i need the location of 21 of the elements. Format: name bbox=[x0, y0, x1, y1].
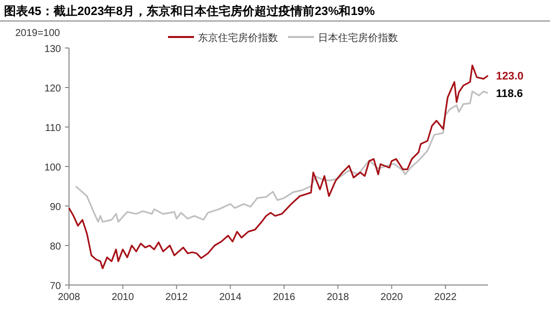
x-tick-label: 2010 bbox=[112, 292, 134, 303]
y-tick-label: 100 bbox=[44, 162, 62, 174]
y-tick-label: 80 bbox=[50, 242, 62, 252]
legend-label: 东京住宅房价指数 bbox=[198, 32, 278, 44]
y-tick-label: 110 bbox=[45, 123, 62, 134]
x-tick-label: 2022 bbox=[434, 292, 457, 303]
x-tick-label: 2020 bbox=[380, 292, 404, 303]
y-axis-title: 2019=100 bbox=[15, 28, 60, 39]
y-tick-label: 70 bbox=[50, 281, 62, 292]
x-tick-label: 2016 bbox=[272, 292, 296, 303]
legend-label: 日本住宅房价指数 bbox=[318, 32, 398, 44]
y-tick-label: 120 bbox=[44, 84, 62, 94]
x-tick-label: 2012 bbox=[165, 292, 188, 303]
x-tick-label: 2018 bbox=[326, 292, 350, 303]
y-tick-label: 130 bbox=[44, 44, 62, 55]
chart-title: 图表45：截止2023年8月，东京和日本住宅房价超过疫情前23%和19% bbox=[4, 4, 376, 18]
x-tick-label: 2014 bbox=[219, 292, 242, 303]
annotation: 123.0 bbox=[496, 70, 524, 83]
annotation: 118.6 bbox=[496, 88, 523, 100]
x-tick-label: 2008 bbox=[58, 292, 81, 303]
y-tick-label: 90 bbox=[50, 202, 62, 213]
